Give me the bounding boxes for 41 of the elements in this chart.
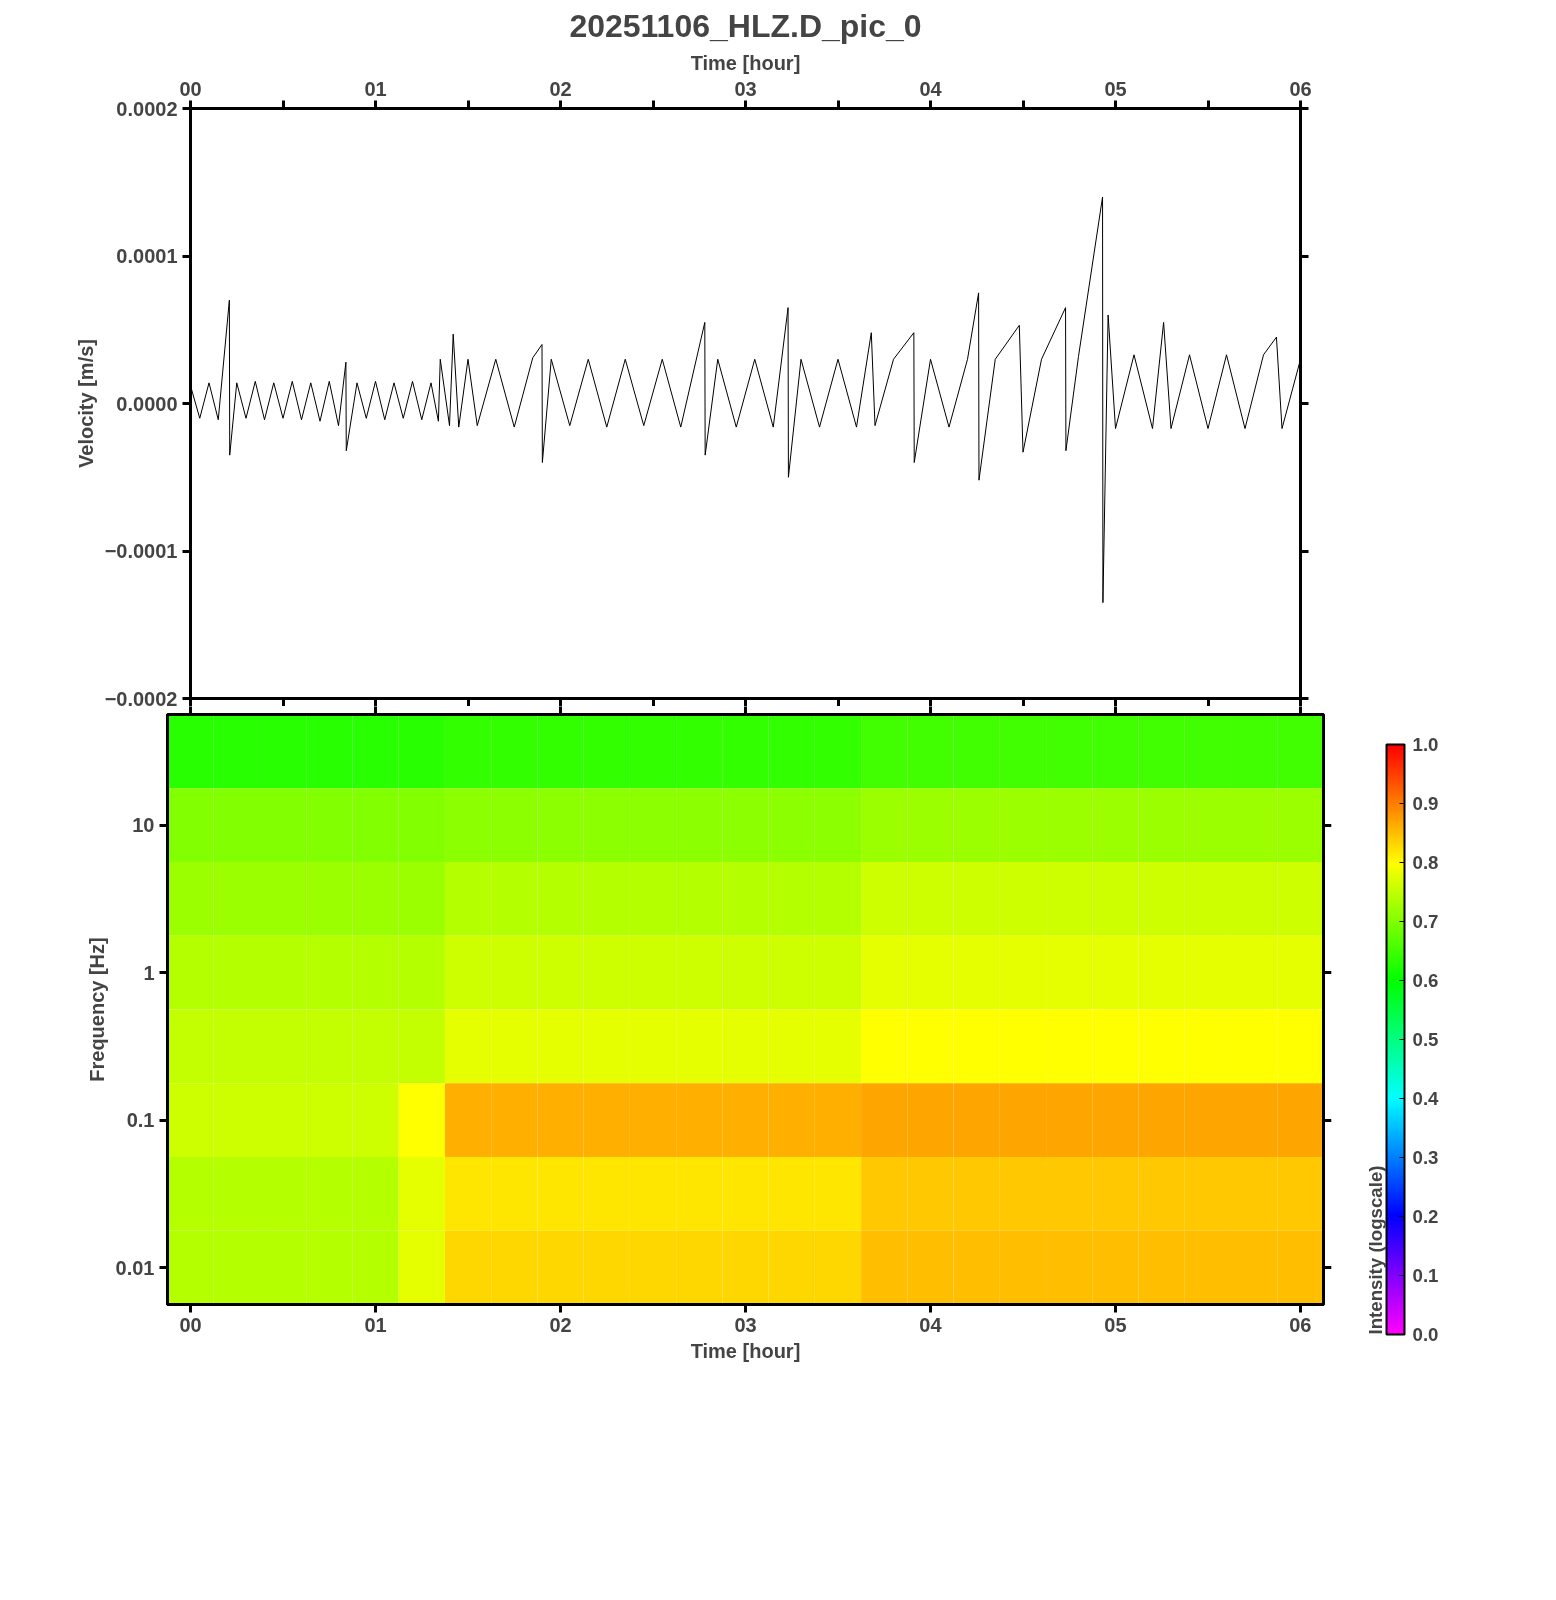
color-bar-label: 1.0: [1412, 734, 1439, 755]
x-tick-label: 02: [549, 1313, 572, 1336]
x-axis-title: Time [hour]: [690, 51, 801, 74]
line-series: [190, 196, 1301, 604]
chart-title: 20251106_HLZ.D_pic_0: [569, 7, 922, 44]
x-tick-label: 03: [734, 1313, 757, 1336]
y-tick-label: 0.1: [126, 1109, 155, 1132]
x-tick-label: 00: [179, 1313, 202, 1336]
x-tick-label: 00: [179, 77, 202, 100]
color-bar-label: 0.4: [1412, 1088, 1440, 1109]
color-bar-label: 0.6: [1412, 970, 1439, 991]
y-tick-label: −0.0001: [104, 540, 178, 562]
y-tick-label: 0.0002: [116, 97, 178, 120]
color-bar-label: 0.0: [1412, 1324, 1439, 1345]
color-bar-label: 0.8: [1412, 852, 1439, 873]
y-axis-title: Velocity [m/s]: [74, 339, 97, 468]
x-axis-title: Time [hour]: [690, 1339, 801, 1362]
x-tick-label: 01: [364, 77, 387, 100]
color-bar-label: 0.9: [1412, 793, 1439, 814]
y-tick-label: 0.01: [115, 1256, 155, 1279]
color-bar-label: 0.1: [1412, 1265, 1439, 1286]
color-bar-label: 0.2: [1412, 1206, 1439, 1227]
x-tick-label: 04: [919, 1313, 943, 1336]
x-tick-label: 06: [1289, 77, 1312, 100]
color-bar-label: 0.7: [1412, 911, 1439, 932]
y-tick-label: 0.0001: [116, 245, 178, 267]
x-tick-label: 05: [1104, 77, 1127, 100]
y-tick-label: 1: [143, 961, 155, 984]
color-bar-title: Intensity (logscale): [1364, 1165, 1386, 1335]
x-tick-label: 05: [1104, 1313, 1127, 1336]
y-tick-label: 0.0000: [116, 392, 178, 415]
x-tick-label: 04: [919, 77, 943, 100]
x-tick-label: 06: [1289, 1313, 1312, 1336]
y-tick-label: 10: [132, 814, 155, 837]
x-tick-label: 02: [549, 77, 572, 100]
y-tick-label: −0.0002: [104, 687, 178, 710]
color-bar-label: 0.5: [1412, 1029, 1439, 1050]
x-tick-label: 01: [364, 1313, 387, 1336]
color-bar-label: 0.3: [1412, 1147, 1439, 1168]
x-tick-label: 03: [734, 77, 757, 100]
y-axis-title: Frequency [Hz]: [85, 937, 108, 1082]
